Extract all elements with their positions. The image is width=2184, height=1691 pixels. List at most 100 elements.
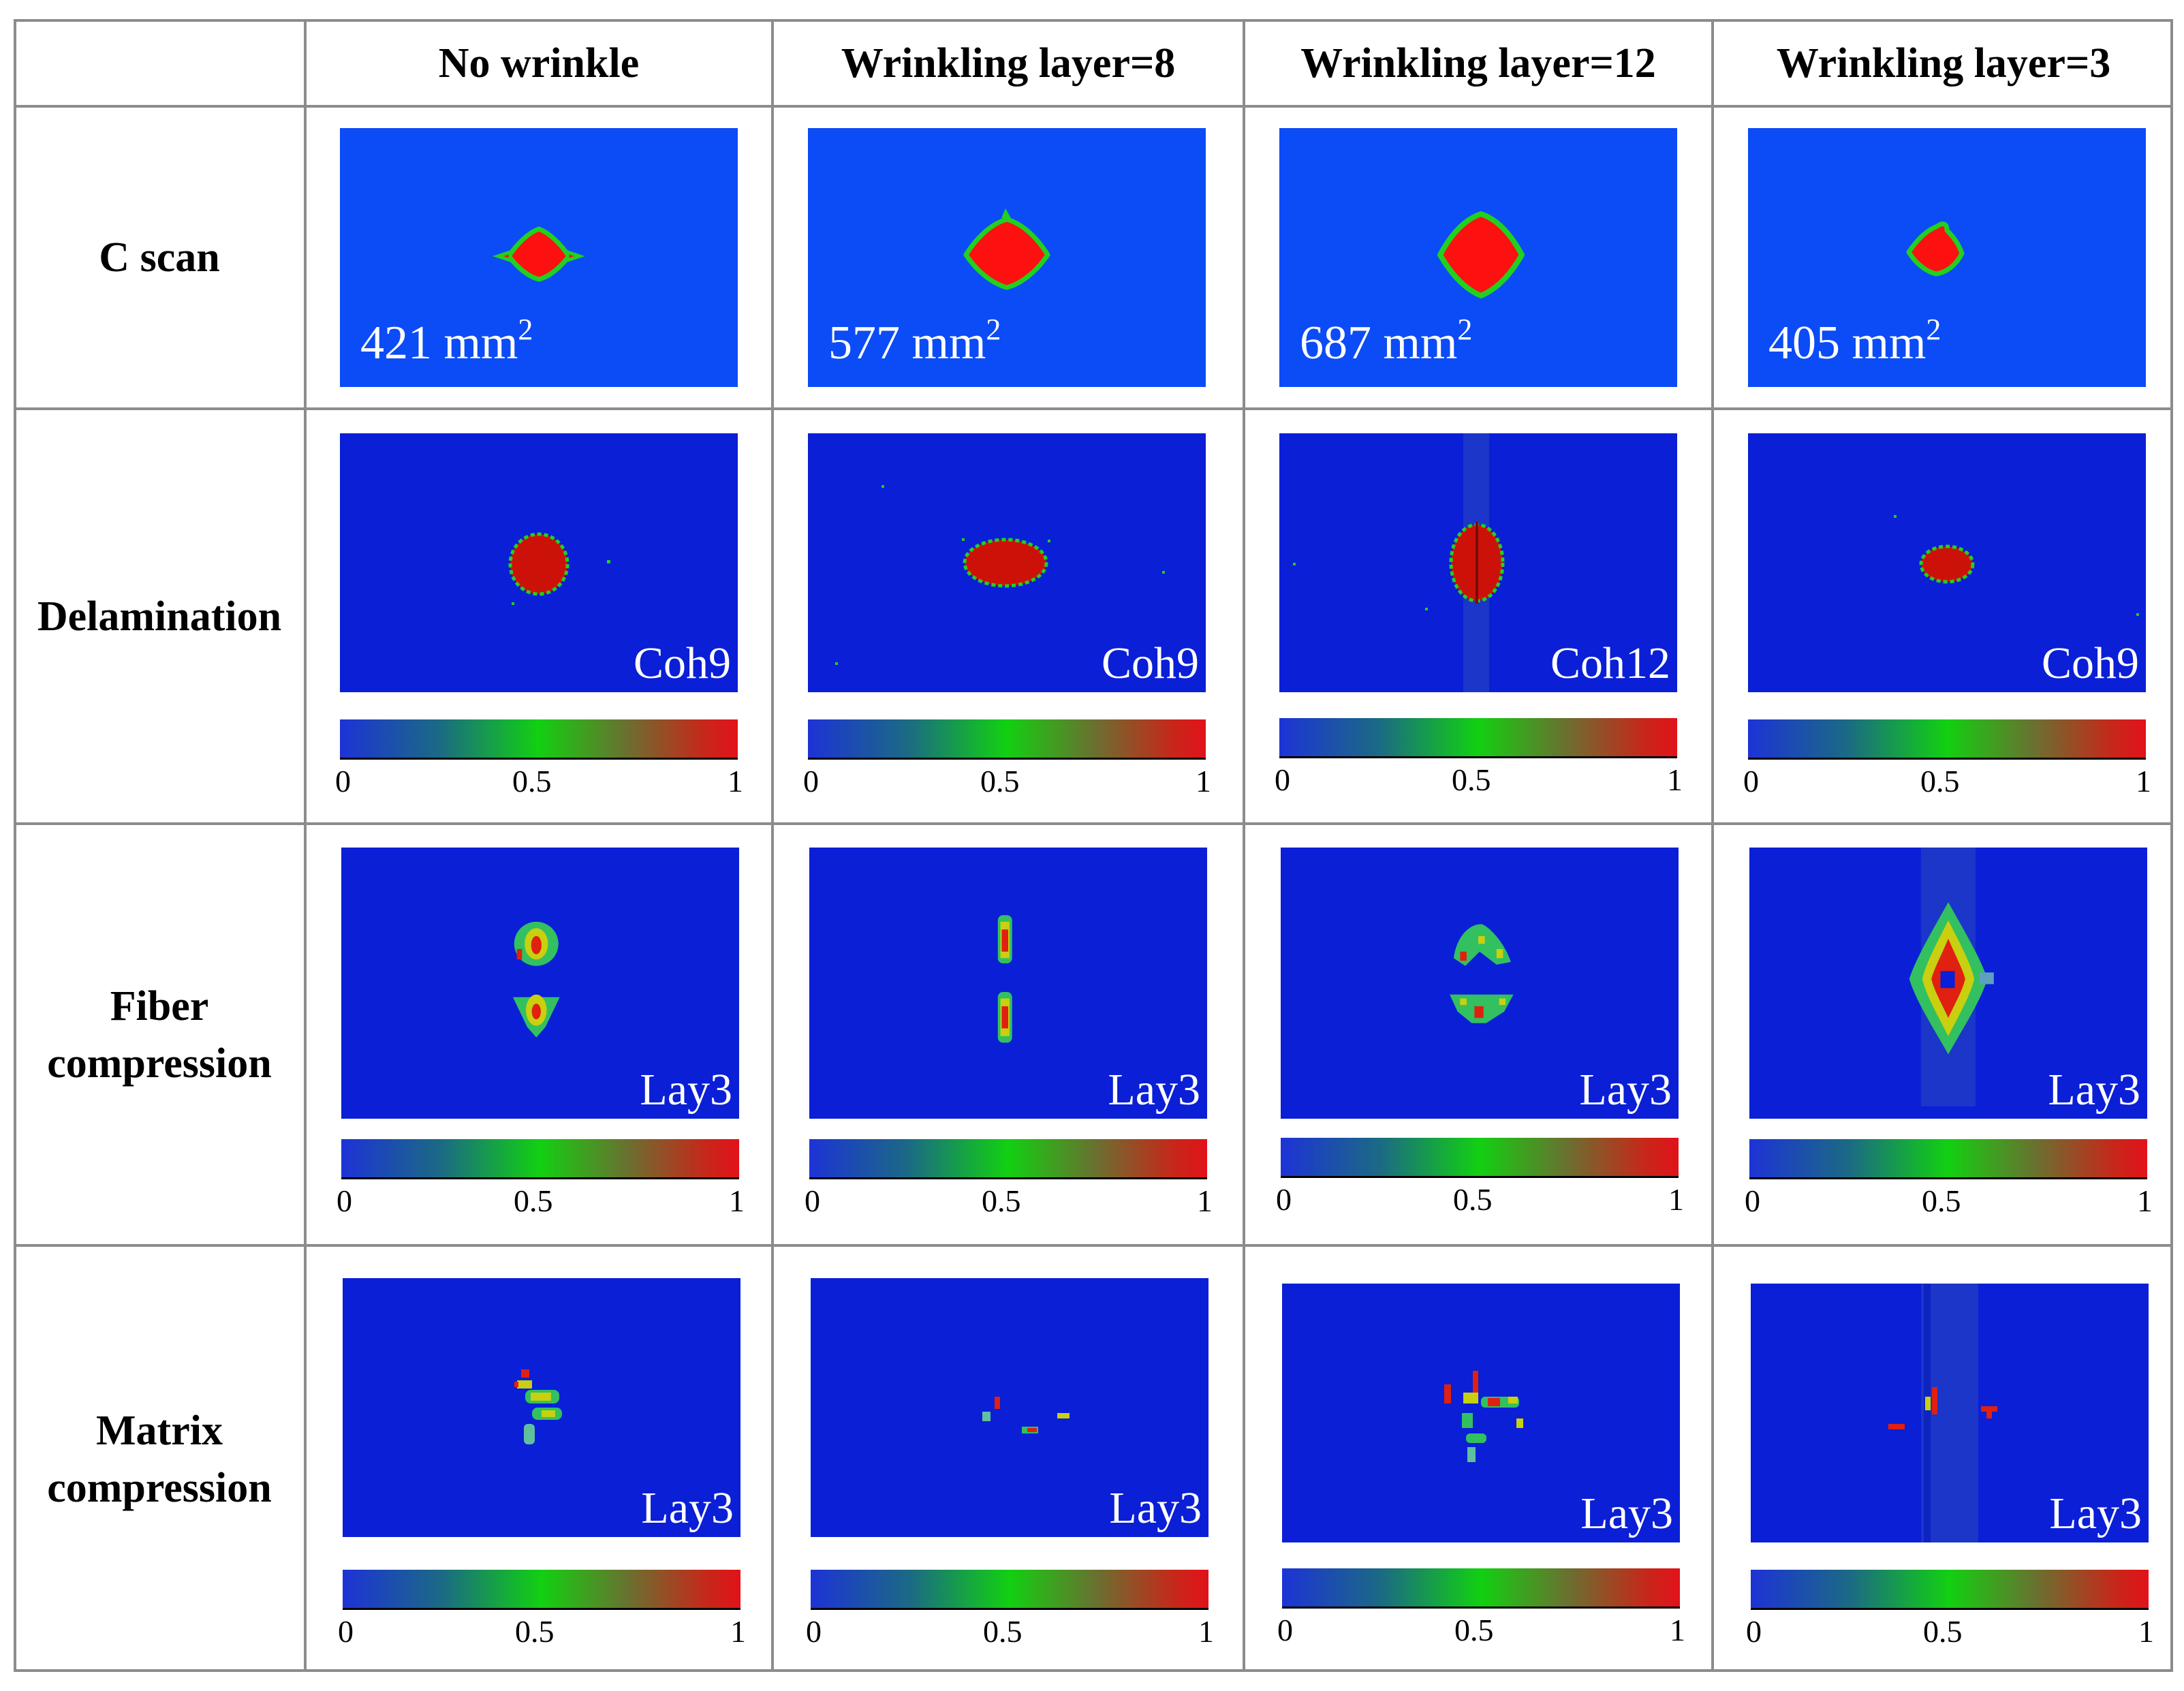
colorbar-tick-max: 1 [730, 1614, 746, 1649]
colorbar [1749, 1139, 2147, 1179]
figure-table: No wrinkle Wrinkling layer=8 Wrinkling l… [14, 19, 2173, 1672]
colorbar-tick-max: 1 [1197, 1183, 1213, 1218]
damage-shape [1437, 211, 1525, 298]
damage-shape [508, 532, 610, 605]
colorbar-tick-mid: 0.5 [983, 1614, 1023, 1649]
damage-shape [1906, 221, 1965, 277]
damage-shape [835, 485, 1165, 665]
colorbar-tick-max: 1 [1670, 1613, 1685, 1647]
colorbar-tick-mid: 0.5 [1454, 1613, 1494, 1647]
matrix-compression-map-no-wrinkle: Lay3 [343, 1278, 740, 1537]
colorbar [811, 1570, 1208, 1610]
layer-label: Lay3 [1580, 1489, 1673, 1538]
colorbar [1748, 719, 2146, 760]
colorbar-tick-mid: 0.5 [1923, 1614, 1963, 1649]
colorbar-tick-min: 0 [338, 1614, 354, 1649]
layer-label: Coh12 [1550, 638, 1670, 688]
colorbar-tick-min: 0 [1275, 762, 1290, 797]
colorbar-tick-mid: 0.5 [515, 1614, 555, 1649]
column-header-no-wrinkle: No wrinkle [438, 40, 640, 87]
delamination-area-label: 405 mm2 [1768, 313, 1941, 369]
layer-label: Lay3 [641, 1483, 734, 1533]
colorbar-tick-max: 1 [2137, 1183, 2153, 1218]
colorbar [1279, 718, 1677, 758]
colorbar-tick-mid: 0.5 [512, 764, 552, 798]
grid-line [16, 1244, 2170, 1247]
damage-shape [1444, 1371, 1523, 1462]
row-header-matrix-compression: Matrix compression [47, 1408, 272, 1511]
colorbar-tick-max: 1 [2138, 1614, 2154, 1649]
damage-shape [493, 226, 585, 282]
column-header-wrinkling-layer-3: Wrinkling layer=3 [1776, 40, 2111, 87]
damage-shape [1909, 848, 1994, 1106]
delamination-map-wrinkling-layer-3: Coh9 [1748, 433, 2146, 692]
colorbar [1751, 1570, 2149, 1610]
grid-line [1711, 22, 1714, 1669]
colorbar-tick-mid: 0.5 [982, 1183, 1021, 1218]
grid-line [771, 22, 774, 1669]
colorbar-tick-min: 0 [1746, 1614, 1762, 1649]
row-header-cscan: C scan [99, 234, 220, 281]
colorbar-tick-mid: 0.5 [1452, 762, 1491, 797]
colorbar [1282, 1568, 1680, 1609]
fiber-compression-map-wrinkling-layer-3: Lay3 [1749, 848, 2147, 1119]
damage-shape [512, 921, 560, 1038]
layer-label: Lay3 [1108, 1065, 1200, 1115]
colorbar-tick-max: 1 [1196, 764, 1211, 798]
matrix-compression-map-wrinkling-layer-3: Lay3 [1751, 1284, 2149, 1542]
delamination-area-label: 421 mm2 [360, 313, 533, 369]
layer-label: Coh9 [1101, 638, 1199, 688]
colorbar [340, 719, 738, 760]
cscan-map-no-wrinkle: 421 mm2 [340, 128, 738, 387]
grid-line [304, 22, 307, 1669]
damage-shape [1894, 515, 2139, 616]
cscan-map-wrinkling-layer-12: 687 mm2 [1279, 128, 1677, 387]
column-header-wrinkling-layer-8: Wrinkling layer=8 [841, 40, 1176, 87]
damage-shape [1888, 1284, 1997, 1542]
colorbar-tick-mid: 0.5 [980, 764, 1020, 798]
colorbar-tick-min: 0 [337, 1183, 352, 1218]
layer-label: Lay3 [2048, 1065, 2140, 1115]
colorbar-tick-max: 1 [1667, 762, 1683, 797]
layer-label: Coh9 [2041, 638, 2139, 688]
delamination-map-wrinkling-layer-12: Coh12 [1279, 433, 1677, 692]
colorbar-tick-mid: 0.5 [514, 1183, 553, 1218]
layer-label: Lay3 [1109, 1483, 1202, 1533]
damage-shape [1293, 433, 1639, 692]
colorbar [1281, 1138, 1679, 1178]
column-header-wrinkling-layer-12: Wrinkling layer=12 [1300, 40, 1656, 87]
matrix-compression-map-wrinkling-layer-12: Lay3 [1282, 1284, 1680, 1542]
delamination-map-wrinkling-layer-8: Coh9 [808, 433, 1206, 692]
colorbar-tick-min: 0 [1745, 1183, 1760, 1218]
row-header-delamination: Delamination [37, 593, 282, 640]
damage-shape [982, 1397, 1070, 1433]
fiber-compression-map-no-wrinkle: Lay3 [341, 848, 739, 1119]
fiber-compression-map-wrinkling-layer-8: Lay3 [809, 848, 1207, 1119]
colorbar-tick-min: 0 [803, 764, 819, 798]
matrix-compression-map-wrinkling-layer-8: Lay3 [811, 1278, 1208, 1537]
delamination-map-no-wrinkle: Coh9 [340, 433, 738, 692]
colorbar-tick-max: 1 [728, 764, 743, 798]
colorbar-tick-mid: 0.5 [1920, 764, 1960, 798]
cscan-map-wrinkling-layer-8: 577 mm2 [808, 128, 1206, 387]
fiber-compression-map-wrinkling-layer-12: Lay3 [1281, 848, 1679, 1119]
delamination-area-label: 577 mm2 [828, 313, 1001, 369]
colorbar-tick-max: 1 [1198, 1614, 1214, 1649]
colorbar [808, 719, 1206, 760]
damage-shape [514, 1369, 562, 1444]
colorbar-tick-mid: 0.5 [1922, 1183, 1961, 1218]
colorbar-tick-mid: 0.5 [1453, 1182, 1493, 1217]
grid-line [16, 105, 2170, 108]
layer-label: Lay3 [640, 1065, 732, 1115]
layer-label: Lay3 [1579, 1065, 1672, 1115]
cscan-map-wrinkling-layer-3: 405 mm2 [1748, 128, 2146, 387]
layer-label: Lay3 [2049, 1489, 2142, 1538]
damage-shape [963, 208, 1050, 290]
delamination-area-label: 687 mm2 [1300, 313, 1473, 369]
grid-line [16, 407, 2170, 410]
grid-line [16, 822, 2170, 825]
colorbar-tick-min: 0 [1743, 764, 1759, 798]
colorbar [341, 1139, 739, 1179]
colorbar [343, 1570, 740, 1610]
colorbar-tick-max: 1 [729, 1183, 745, 1218]
